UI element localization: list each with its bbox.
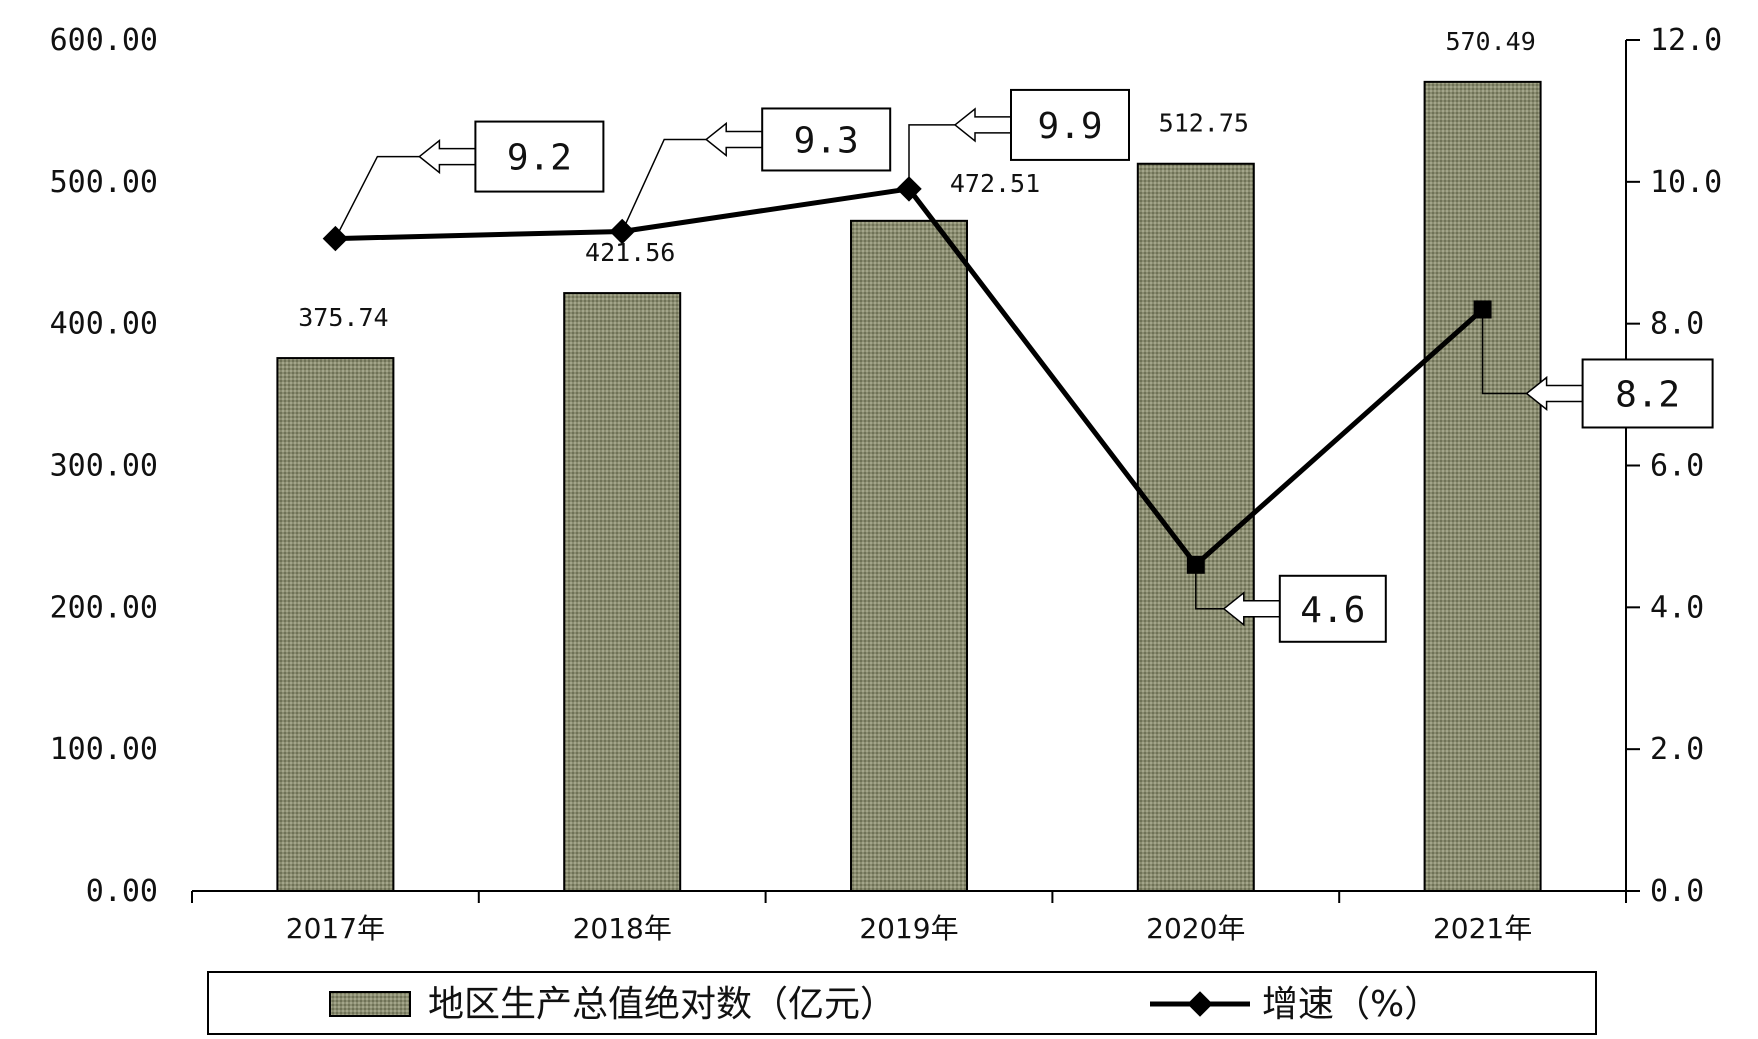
- callout-arrow-0: [418, 139, 477, 175]
- callout-leader-3: [1195, 564, 1224, 610]
- y-left-tick-label-3: 300.00: [50, 449, 158, 484]
- callout-leader-4: [1481, 309, 1527, 395]
- bar-value-label-1: 421.56: [585, 238, 675, 267]
- bar-4: [1423, 80, 1542, 892]
- growth-value-label-1: 9.3: [794, 120, 859, 161]
- legend-box: [207, 971, 1597, 1035]
- bar-value-label-4: 570.49: [1445, 27, 1535, 56]
- bar-0: [276, 357, 395, 892]
- y-right-tick-label-4: 8.0: [1650, 307, 1704, 342]
- bar-value-label-0: 375.74: [298, 303, 388, 332]
- callout-leader-2: [908, 124, 955, 189]
- bar-1: [563, 292, 682, 892]
- y-left-tick-label-1: 100.00: [50, 732, 158, 767]
- legend-label-line: 增速（%）: [1262, 984, 1440, 1025]
- growth-value-label-4: 8.2: [1615, 374, 1680, 415]
- y-right-tick-label-1: 2.0: [1650, 732, 1704, 767]
- x-tick-label-2: 2019年: [859, 912, 958, 945]
- x-tick-label-3: 2020年: [1146, 912, 1245, 945]
- y-right-tick-label-0: 0.0: [1650, 874, 1704, 909]
- y-left-tick-label-5: 500.00: [50, 165, 158, 200]
- y-right-tick-label-2: 4.0: [1650, 590, 1704, 625]
- growth-value-label-2: 9.9: [1037, 106, 1102, 147]
- y-left-tick-label-0: 0.00: [86, 874, 158, 909]
- callout-box-0: [474, 120, 605, 193]
- callout-box-1: [761, 107, 892, 172]
- callout-arrow-2: [953, 107, 1012, 143]
- bar-value-label-3: 512.75: [1159, 109, 1249, 138]
- y-right-tick-label-5: 10.0: [1650, 165, 1722, 200]
- y-left-tick-label-4: 400.00: [50, 307, 158, 342]
- callout-box-4: [1581, 358, 1714, 429]
- x-tick-label-4: 2021年: [1433, 912, 1532, 945]
- growth-value-label-0: 9.2: [507, 138, 572, 179]
- callout-box-3: [1278, 574, 1387, 643]
- y-right-tick-label-6: 12.0: [1650, 23, 1722, 58]
- legend-label-bar: 地区生产总值绝对数（亿元）: [428, 984, 896, 1025]
- legend-swatch-bar: [329, 991, 411, 1017]
- callout-box-2: [1010, 88, 1130, 161]
- y-left-tick-label-2: 200.00: [50, 590, 158, 625]
- callout-arrow-1: [704, 121, 763, 158]
- y-left-tick-label-6: 600.00: [50, 23, 158, 58]
- growth-value-label-3: 4.6: [1300, 590, 1365, 631]
- callout-leader-0: [334, 155, 420, 239]
- callout-leader-1: [621, 138, 707, 232]
- y-right-tick-label-3: 6.0: [1650, 449, 1704, 484]
- x-tick-label-1: 2018年: [573, 912, 672, 945]
- bar-value-label-2: 472.51: [950, 169, 1040, 198]
- x-tick-label-0: 2017年: [286, 912, 385, 945]
- bar-2: [850, 219, 968, 893]
